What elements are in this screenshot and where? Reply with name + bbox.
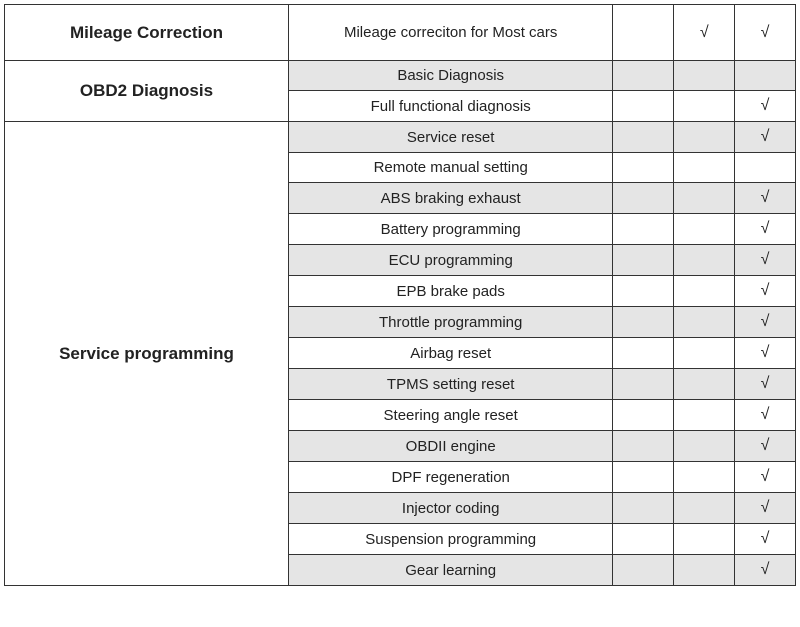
feature-cell: Full functional diagnosis bbox=[288, 91, 613, 122]
feature-cell: Remote manual setting bbox=[288, 153, 613, 183]
table-row: Service programmingService reset√ bbox=[5, 122, 796, 153]
check-cell: √ bbox=[735, 493, 796, 524]
check-cell bbox=[613, 307, 674, 338]
check-cell bbox=[735, 61, 796, 91]
check-cell: √ bbox=[735, 245, 796, 276]
check-cell bbox=[674, 493, 735, 524]
check-cell bbox=[613, 462, 674, 493]
check-cell bbox=[674, 338, 735, 369]
check-cell bbox=[613, 431, 674, 462]
check-cell bbox=[674, 122, 735, 153]
feature-comparison-table: Mileage CorrectionMileage correciton for… bbox=[4, 4, 796, 586]
check-cell: √ bbox=[735, 5, 796, 61]
feature-cell: Service reset bbox=[288, 122, 613, 153]
check-cell: √ bbox=[735, 307, 796, 338]
check-cell: √ bbox=[735, 369, 796, 400]
table-row: OBD2 DiagnosisBasic Diagnosis bbox=[5, 61, 796, 91]
check-cell bbox=[674, 245, 735, 276]
check-cell bbox=[613, 555, 674, 586]
feature-cell: Basic Diagnosis bbox=[288, 61, 613, 91]
check-cell: √ bbox=[735, 122, 796, 153]
table-row: Mileage CorrectionMileage correciton for… bbox=[5, 5, 796, 61]
check-cell: √ bbox=[735, 338, 796, 369]
feature-cell: DPF regeneration bbox=[288, 462, 613, 493]
check-cell: √ bbox=[674, 5, 735, 61]
feature-cell: ABS braking exhaust bbox=[288, 183, 613, 214]
feature-cell: OBDII engine bbox=[288, 431, 613, 462]
check-cell bbox=[613, 91, 674, 122]
check-cell bbox=[674, 61, 735, 91]
check-cell bbox=[613, 369, 674, 400]
feature-cell: Throttle programming bbox=[288, 307, 613, 338]
feature-cell: EPB brake pads bbox=[288, 276, 613, 307]
check-cell bbox=[613, 122, 674, 153]
check-cell bbox=[674, 183, 735, 214]
category-cell: Service programming bbox=[5, 122, 289, 586]
feature-cell: ECU programming bbox=[288, 245, 613, 276]
feature-cell: Mileage correciton for Most cars bbox=[288, 5, 613, 61]
check-cell bbox=[735, 153, 796, 183]
check-cell bbox=[674, 400, 735, 431]
check-cell: √ bbox=[735, 276, 796, 307]
check-cell bbox=[674, 555, 735, 586]
check-cell bbox=[613, 493, 674, 524]
check-cell: √ bbox=[735, 400, 796, 431]
feature-cell: Battery programming bbox=[288, 214, 613, 245]
check-cell: √ bbox=[735, 524, 796, 555]
check-cell bbox=[613, 153, 674, 183]
check-cell bbox=[674, 153, 735, 183]
check-cell bbox=[613, 276, 674, 307]
check-cell bbox=[674, 431, 735, 462]
check-cell: √ bbox=[735, 431, 796, 462]
check-cell bbox=[613, 338, 674, 369]
check-cell bbox=[613, 5, 674, 61]
check-cell bbox=[613, 524, 674, 555]
check-cell bbox=[613, 183, 674, 214]
check-cell: √ bbox=[735, 555, 796, 586]
check-cell bbox=[613, 61, 674, 91]
check-cell bbox=[674, 276, 735, 307]
check-cell bbox=[674, 369, 735, 400]
check-cell: √ bbox=[735, 91, 796, 122]
feature-cell: Airbag reset bbox=[288, 338, 613, 369]
check-cell bbox=[674, 524, 735, 555]
feature-cell: Gear learning bbox=[288, 555, 613, 586]
check-cell: √ bbox=[735, 214, 796, 245]
feature-cell: Injector coding bbox=[288, 493, 613, 524]
category-cell: Mileage Correction bbox=[5, 5, 289, 61]
check-cell bbox=[674, 462, 735, 493]
check-cell bbox=[613, 245, 674, 276]
feature-cell: Suspension programming bbox=[288, 524, 613, 555]
check-cell: √ bbox=[735, 462, 796, 493]
check-cell bbox=[674, 214, 735, 245]
check-cell bbox=[613, 400, 674, 431]
check-cell: √ bbox=[735, 183, 796, 214]
check-cell bbox=[674, 91, 735, 122]
category-cell: OBD2 Diagnosis bbox=[5, 61, 289, 122]
feature-cell: Steering angle reset bbox=[288, 400, 613, 431]
check-cell bbox=[674, 307, 735, 338]
feature-cell: TPMS setting reset bbox=[288, 369, 613, 400]
check-cell bbox=[613, 214, 674, 245]
